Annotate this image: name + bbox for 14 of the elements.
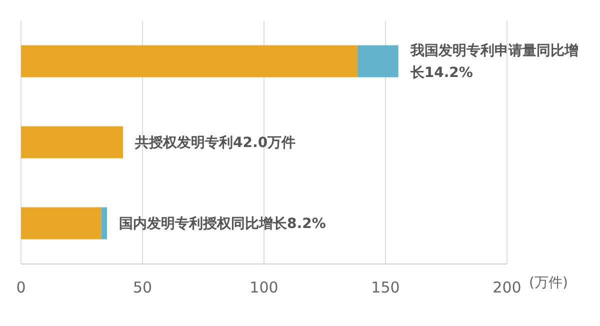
x-tick-label: 100 bbox=[250, 278, 278, 297]
x-tick-label: 50 bbox=[132, 278, 152, 297]
x-tick-label: 150 bbox=[371, 278, 400, 297]
bar bbox=[21, 45, 358, 78]
bar bbox=[21, 207, 102, 240]
x-tick-label: 0 bbox=[16, 278, 26, 297]
annotation: 我国发明专利申请量同比增长14.2% bbox=[410, 42, 580, 82]
x-axis-title: (万件) bbox=[529, 274, 568, 292]
annotation: 国内发明专利授权同比增长8.2% bbox=[119, 214, 326, 234]
bar bbox=[101, 207, 108, 240]
x-tick-label: 200 bbox=[492, 278, 522, 297]
bar bbox=[21, 126, 124, 158]
bar bbox=[358, 45, 398, 78]
annotation: 共授权发明专利42.0万件 bbox=[135, 134, 296, 152]
